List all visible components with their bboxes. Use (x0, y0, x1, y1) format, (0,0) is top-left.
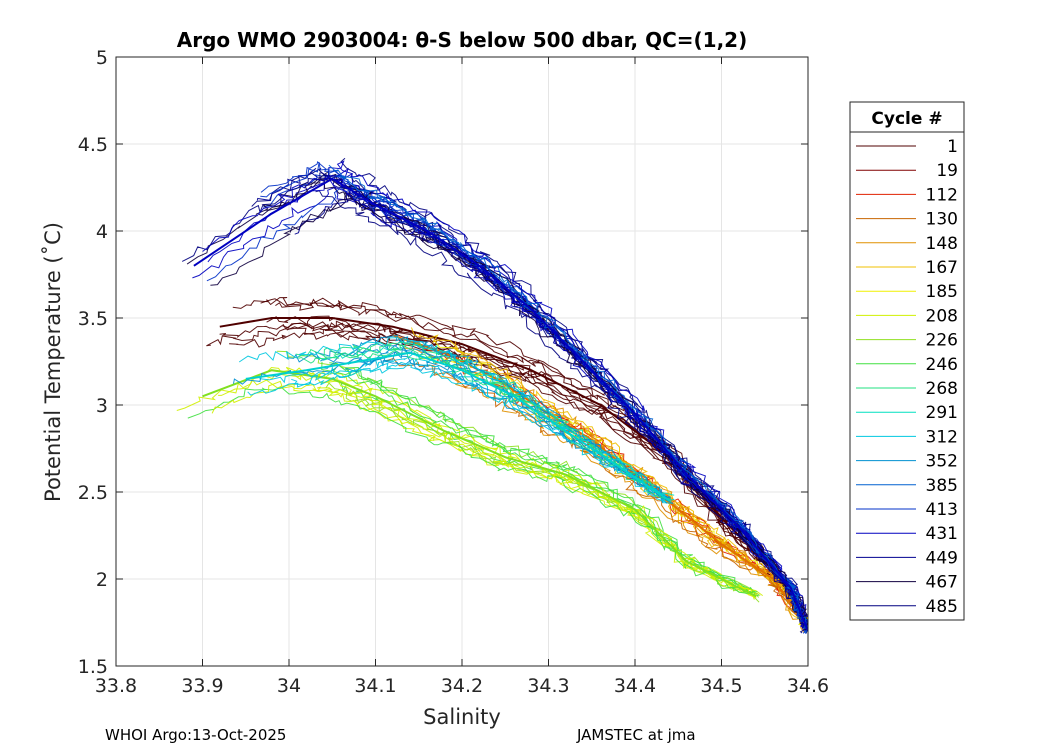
series-line (193, 177, 808, 632)
profile-trace (321, 361, 754, 594)
legend-entry-label: 167 (926, 258, 958, 278)
legend-entry-label: 226 (926, 331, 958, 351)
y-tick-label: 3 (96, 395, 108, 417)
profile-trace (411, 327, 808, 626)
legend-entry-label: 19 (936, 161, 958, 181)
profile-trace (291, 361, 667, 503)
profile-trace (206, 327, 808, 629)
legend-entry-label: 449 (926, 548, 958, 568)
chart-title: Argo WMO 2903004: θ-S below 500 dbar, QC… (177, 28, 747, 52)
legend-entry-label: 268 (926, 379, 958, 399)
series-line (202, 369, 757, 598)
y-tick-label: 4 (96, 221, 108, 243)
x-tick-label: 33.9 (181, 675, 223, 697)
x-tick-label: 34.5 (700, 675, 742, 697)
series-group (176, 157, 808, 635)
y-tick-label: 5 (96, 47, 108, 69)
x-tick-label: 34.1 (354, 675, 396, 697)
profile-trace (312, 388, 756, 599)
profile-trace (340, 381, 756, 595)
legend-entry-label: 291 (926, 403, 958, 423)
profile-trace (282, 320, 808, 622)
x-tick-label: 34.3 (527, 675, 569, 697)
legend: Cycle #1 19 112 130 148 167 185 208 226 246 268 291… (849, 101, 965, 621)
legend-entry-label: 385 (926, 476, 958, 496)
y-tick-label: 2 (96, 569, 108, 591)
x-tick-label: 34.2 (441, 675, 483, 697)
legend-entry-label: 246 (926, 355, 958, 375)
x-tick-label: 34 (277, 675, 301, 697)
footer-credit: JAMSTEC at jma (577, 726, 696, 744)
y-axis-label: Potential Temperature (˚C) (41, 222, 65, 502)
y-tick-label: 1.5 (78, 656, 108, 678)
legend-entry-label: 112 (926, 185, 958, 205)
x-tick-label: 34.4 (614, 675, 656, 697)
profile-trace (315, 190, 808, 634)
y-tick-label: 3.5 (78, 308, 108, 330)
x-tick-label: 33.8 (95, 675, 137, 697)
x-axis-label: Salinity (423, 705, 501, 729)
profile-trace (338, 346, 672, 500)
legend-entry-label: 467 (926, 573, 958, 593)
profile-trace (229, 331, 808, 629)
legend-entry-label: 431 (926, 524, 958, 544)
legend-entry-label: 130 (926, 210, 958, 230)
legend-entry-label: 208 (926, 306, 958, 326)
profile-trace (238, 337, 666, 502)
y-tick-label: 2.5 (78, 482, 108, 504)
legend-title: Cycle # (871, 109, 942, 129)
y-tick-label: 4.5 (78, 134, 108, 156)
footer-source: WHOI Argo:13-Oct-2025 (105, 726, 287, 744)
profile-trace (384, 357, 808, 628)
profile-trace (266, 366, 759, 595)
legend-entry-label: 148 (926, 234, 958, 254)
series-line (245, 351, 671, 502)
legend-entry-label: 485 (926, 597, 958, 617)
profile-trace (187, 387, 759, 597)
profile-trace (328, 164, 807, 629)
axis-ticks: 33.8 33.9 34 34.1 34.2 34.3 34.4 34.5 34.61.522.… (78, 47, 829, 697)
legend-entry-label: 312 (926, 427, 958, 447)
x-tick-label: 34.6 (787, 675, 829, 697)
legend-entry-label: 413 (926, 500, 958, 520)
legend-entry-label: 1 (947, 137, 958, 157)
legend-entry-label: 185 (926, 282, 958, 302)
legend-entry-label: 352 (926, 452, 958, 472)
